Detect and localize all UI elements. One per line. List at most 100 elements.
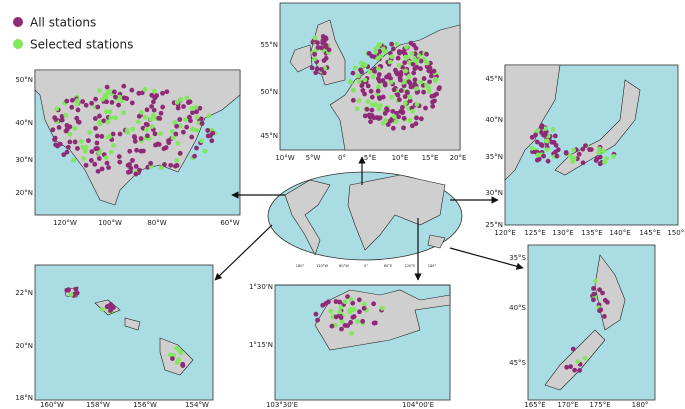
station-dot xyxy=(83,162,89,168)
station-dot xyxy=(393,119,399,124)
station-dot xyxy=(372,320,378,326)
station-dot xyxy=(402,60,408,66)
station-dot xyxy=(194,109,199,115)
station-dot xyxy=(605,299,610,305)
lon-label: 145°E xyxy=(639,229,660,237)
station-dot xyxy=(551,139,557,145)
station-dot xyxy=(74,101,80,107)
station-dot xyxy=(541,153,546,159)
station-dot xyxy=(404,44,409,50)
station-dot xyxy=(174,360,180,365)
land xyxy=(275,284,451,351)
station-dot xyxy=(178,97,184,103)
station-dot xyxy=(354,106,360,112)
station-dot xyxy=(64,149,70,155)
station-dot xyxy=(575,359,581,365)
station-dot xyxy=(73,286,79,292)
station-dot xyxy=(130,157,135,163)
station-dot xyxy=(591,297,596,303)
station-dot xyxy=(83,145,89,150)
station-dot xyxy=(400,110,405,116)
station-dot xyxy=(376,95,382,100)
station-dot xyxy=(210,130,216,136)
station-dot xyxy=(53,142,59,148)
station-dot xyxy=(370,74,376,80)
lon-label: 170°E xyxy=(557,401,578,409)
station-dot xyxy=(72,139,78,145)
station-dot xyxy=(387,59,393,65)
station-dot xyxy=(597,308,602,314)
lat-label: 25°N xyxy=(485,221,503,229)
station-dot xyxy=(375,66,381,72)
station-dot xyxy=(386,72,392,78)
lat-label: 55°N xyxy=(260,41,278,49)
station-dot xyxy=(72,125,78,131)
station-dot xyxy=(365,99,371,104)
station-dot xyxy=(326,47,332,53)
station-dot xyxy=(351,306,357,312)
lat-label: 1°30'N xyxy=(249,283,273,291)
station-dot xyxy=(88,158,94,163)
station-dot xyxy=(414,102,420,107)
station-dot xyxy=(103,155,109,161)
station-dot xyxy=(94,133,100,139)
station-dot xyxy=(180,361,186,367)
station-dot xyxy=(577,368,583,373)
lon-label: 104°00'E xyxy=(402,401,434,409)
station-dot xyxy=(394,41,400,47)
station-dot xyxy=(105,119,111,125)
station-dot xyxy=(403,54,409,60)
station-dot xyxy=(554,153,560,159)
lat-label: 20°N xyxy=(15,342,33,350)
station-dot xyxy=(151,88,157,94)
station-dot xyxy=(593,158,599,163)
station-dot xyxy=(172,163,178,169)
station-dot xyxy=(63,112,69,118)
station-dot xyxy=(357,309,362,315)
lon-label: 5°E xyxy=(364,154,376,162)
station-dot xyxy=(362,91,368,97)
station-dot xyxy=(93,125,98,131)
land xyxy=(64,286,194,376)
station-dot xyxy=(321,70,327,76)
station-dot xyxy=(106,165,111,170)
station-dot xyxy=(121,95,127,101)
lon-label: 150°E xyxy=(667,229,685,237)
station-dot xyxy=(399,105,405,110)
legend-marker xyxy=(13,17,23,27)
station-dot xyxy=(69,104,75,110)
station-dot xyxy=(348,320,354,325)
lat-label: 30°N xyxy=(15,156,33,164)
station-dot xyxy=(409,123,415,129)
station-dot xyxy=(149,124,155,129)
station-dot xyxy=(117,94,122,100)
station-dot xyxy=(364,106,370,112)
station-dot xyxy=(337,299,343,305)
station-dot xyxy=(124,127,130,133)
station-dot xyxy=(552,133,558,139)
hawaii-panel xyxy=(34,264,214,401)
station-dot xyxy=(104,160,110,166)
station-dot xyxy=(54,106,60,112)
legend-label: Selected stations xyxy=(30,38,133,52)
station-dot xyxy=(328,308,334,314)
station-dot xyxy=(83,102,89,108)
station-dot xyxy=(421,76,427,81)
station-dot xyxy=(169,129,175,134)
station-dot xyxy=(571,156,577,161)
station-dot xyxy=(380,120,386,126)
station-dot xyxy=(52,115,58,121)
station-dot xyxy=(396,63,402,68)
world-lon-label: 120°W xyxy=(316,264,328,268)
station-dot xyxy=(92,161,98,167)
station-dot xyxy=(572,367,578,373)
station-dot xyxy=(80,144,86,150)
station-dot xyxy=(135,119,141,125)
world-lon-label: 60°W xyxy=(339,264,349,268)
station-dot xyxy=(209,138,215,144)
station-dot xyxy=(350,70,356,76)
station-dot xyxy=(313,70,319,76)
station-dot xyxy=(136,113,142,119)
station-dot xyxy=(401,125,406,131)
station-dot xyxy=(570,346,576,352)
